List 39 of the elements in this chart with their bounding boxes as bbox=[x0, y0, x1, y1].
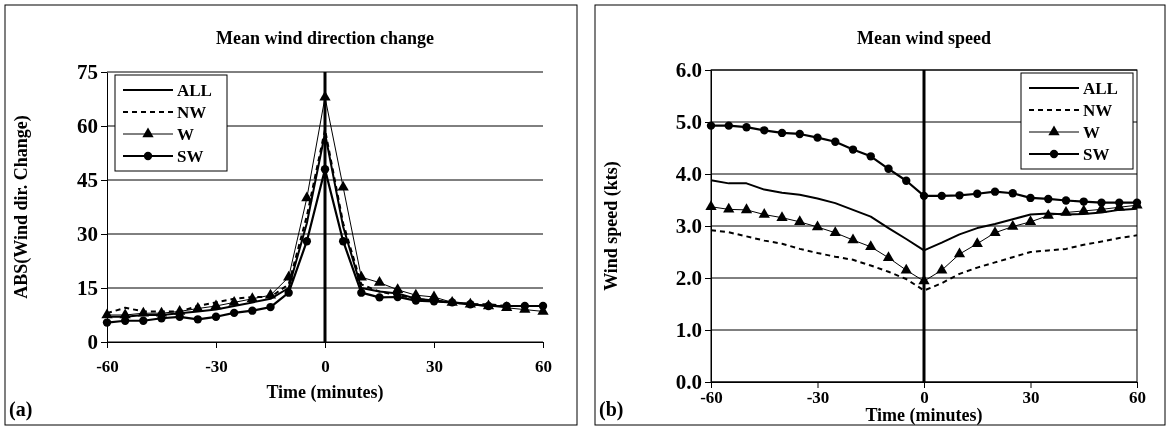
y-tick-label: 45 bbox=[77, 168, 98, 193]
y-tick-label: 0 bbox=[87, 330, 98, 355]
y-tick-label: 75 bbox=[77, 60, 98, 85]
x-tick-label: 60 bbox=[1129, 388, 1146, 408]
x-axis-title: Time (minutes) bbox=[266, 382, 384, 403]
text: (a) bbox=[9, 398, 33, 421]
y-tick-label: 30 bbox=[77, 222, 98, 247]
chart-title: Mean wind speed bbox=[856, 28, 992, 48]
y-tick-label: 15 bbox=[77, 276, 98, 301]
legend-label: SW bbox=[177, 147, 204, 166]
y-tick-label: 2.0 bbox=[675, 266, 702, 291]
y-tick-label: 6.0 bbox=[675, 58, 702, 83]
y-tick-label: 1.0 bbox=[675, 318, 702, 343]
legend-label: NW bbox=[1083, 101, 1113, 120]
y-axis-title: ABS(Wind dir. Change) bbox=[11, 115, 32, 299]
x-tick-label: 0 bbox=[321, 357, 330, 377]
x-tick-label: -60 bbox=[700, 388, 723, 408]
x-tick-label: 60 bbox=[535, 357, 552, 377]
x-axis-title: Time (minutes) bbox=[865, 405, 983, 426]
y-tick-label: 3.0 bbox=[675, 214, 702, 239]
x-tick-label: -30 bbox=[205, 357, 228, 377]
x-tick-label: 30 bbox=[426, 357, 443, 377]
chart-title: Mean wind direction change bbox=[215, 28, 435, 48]
y-tick-label: 5.0 bbox=[675, 110, 702, 135]
legend-label: W bbox=[1083, 123, 1100, 142]
text: (b) bbox=[599, 398, 624, 421]
legend-label: ALL bbox=[1083, 79, 1118, 98]
x-tick-label: -30 bbox=[806, 388, 830, 408]
y-tick-label: 4.0 bbox=[675, 162, 702, 187]
legend-label: ALL bbox=[177, 81, 212, 100]
legend-label: SW bbox=[1083, 145, 1110, 164]
x-tick-label: 30 bbox=[1022, 388, 1040, 408]
legend-label: NW bbox=[177, 103, 207, 122]
x-tick-label: 0 bbox=[920, 388, 929, 408]
y-axis-title: Wind speed (kts) bbox=[601, 161, 622, 291]
y-tick-label: 60 bbox=[77, 114, 98, 139]
x-tick-label: -60 bbox=[96, 357, 119, 377]
legend-label: W bbox=[177, 125, 194, 144]
y-tick-label: 0.0 bbox=[675, 370, 702, 395]
